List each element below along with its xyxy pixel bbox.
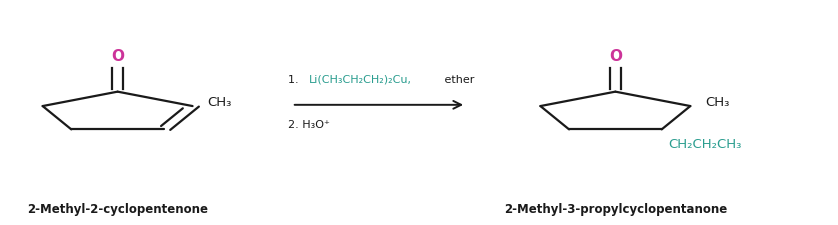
Text: 1.: 1.	[287, 74, 302, 85]
Text: ether: ether	[441, 74, 474, 85]
Text: 2-Methyl-3-propylcyclopentanone: 2-Methyl-3-propylcyclopentanone	[504, 203, 727, 216]
Text: CH₂CH₂CH₃: CH₂CH₂CH₃	[669, 138, 742, 151]
Text: 2. H₃O⁺: 2. H₃O⁺	[287, 119, 329, 130]
Text: O: O	[609, 49, 622, 64]
Text: CH₃: CH₃	[208, 96, 232, 109]
Text: Li(CH₃CH₂CH₂)₂Cu,: Li(CH₃CH₂CH₂)₂Cu,	[308, 74, 411, 85]
Text: O: O	[111, 49, 124, 64]
Text: 2-Methyl-2-cyclopentenone: 2-Methyl-2-cyclopentenone	[27, 203, 208, 216]
Text: CH₃: CH₃	[706, 96, 730, 109]
